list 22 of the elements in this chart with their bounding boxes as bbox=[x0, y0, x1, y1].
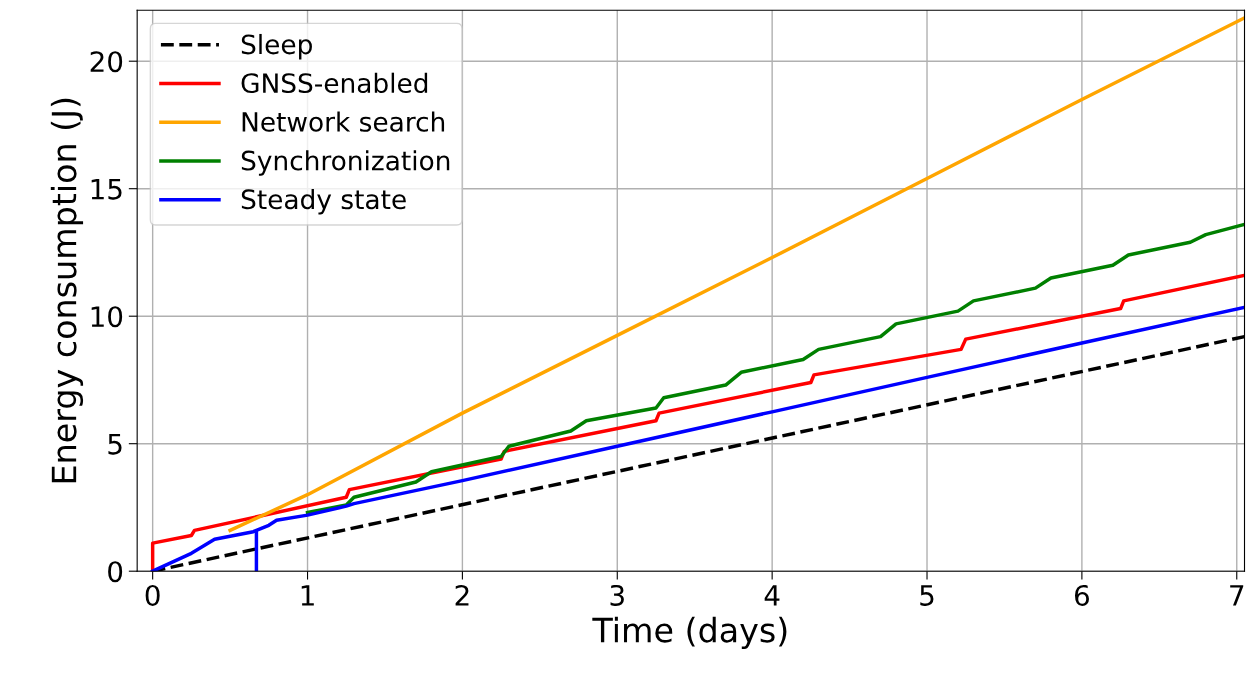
y-tick-label: 5 bbox=[108, 434, 122, 455]
legend-label: Sleep bbox=[241, 33, 312, 60]
x-tick-label: 3 bbox=[610, 584, 624, 606]
x-tick-label: 2 bbox=[455, 584, 469, 606]
x-tick-label: 6 bbox=[1074, 584, 1089, 606]
x-tick-label: 7 bbox=[1230, 585, 1244, 606]
y-tick-label: 10 bbox=[91, 306, 123, 328]
x-tick-label: 1 bbox=[301, 585, 314, 606]
y-tick-label: 0 bbox=[108, 561, 123, 583]
legend-label: Synchronization bbox=[241, 150, 450, 176]
legend-label: Steady state bbox=[241, 188, 406, 215]
line-series bbox=[228, 16, 1245, 533]
y-axis-title: Energy consumption (J) bbox=[50, 98, 84, 483]
x-tick-label: 5 bbox=[920, 585, 934, 606]
line-series bbox=[305, 222, 1245, 515]
x-tick-label: 4 bbox=[764, 585, 780, 606]
legend-label: Network search bbox=[242, 111, 445, 132]
legend-label: GNSS-enabled bbox=[241, 72, 428, 94]
y-tick-label: 15 bbox=[91, 179, 122, 200]
x-axis-title: Time (days) bbox=[592, 616, 787, 650]
y-tick-label: 20 bbox=[90, 51, 123, 73]
x-tick-label: 0 bbox=[145, 584, 160, 606]
